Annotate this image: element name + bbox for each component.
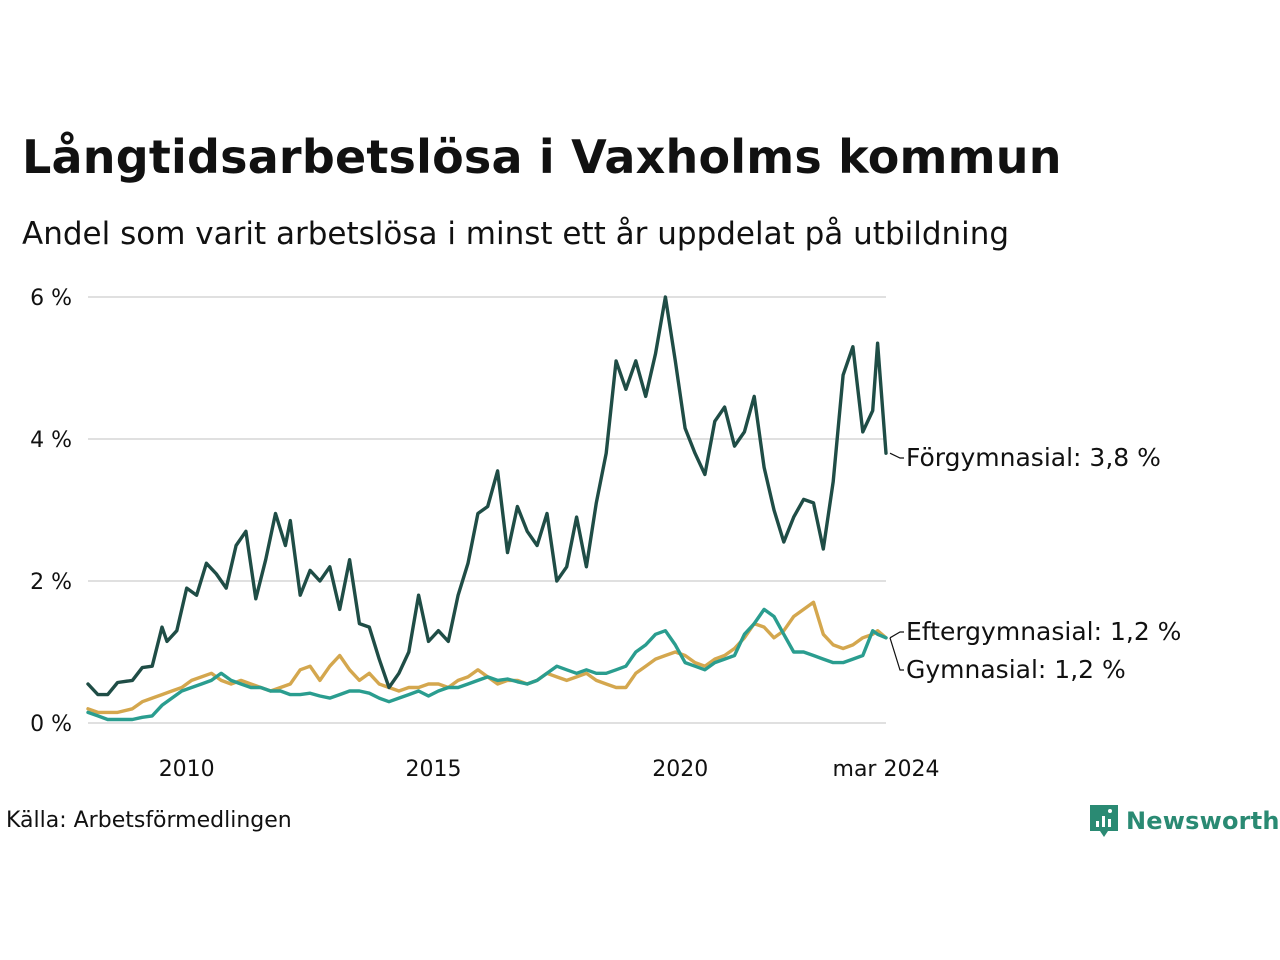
series-label-förgymnasial: Förgymnasial: 3,8 % — [906, 443, 1161, 472]
chart-title: Långtidsarbetslösa i Vaxholms kommun — [22, 130, 1062, 184]
label-leader-line — [889, 452, 904, 459]
series-line-gymnasial — [86, 607, 888, 722]
gridlines — [88, 296, 886, 724]
newsworthy-logo-icon — [1090, 805, 1118, 837]
x-axis-ticks: 2010 2015 2020 mar 2024 — [159, 757, 940, 782]
label-leader-line — [889, 631, 904, 639]
label-leader-line — [889, 637, 904, 671]
series-line-förgymnasial — [86, 295, 888, 697]
series-label-gymnasial: Gymnasial: 1,2 % — [906, 655, 1126, 684]
series-lines — [86, 295, 888, 722]
series-labels: Förgymnasial: 3,8 % Eftergymnasial: 1,2 %… — [889, 443, 1181, 684]
x-tick-label: mar 2024 — [833, 757, 940, 782]
x-tick-label: 2015 — [405, 757, 461, 782]
x-tick-label: 2010 — [159, 757, 215, 782]
x-tick-label: 2020 — [652, 757, 708, 782]
source-note: Källa: Arbetsförmedlingen — [6, 808, 292, 833]
y-tick-label: 0 % — [30, 712, 72, 737]
chart-subtitle: Andel som varit arbetslösa i minst ett å… — [22, 216, 1010, 252]
series-label-eftergymnasial: Eftergymnasial: 1,2 % — [906, 617, 1181, 646]
y-tick-label: 6 % — [30, 286, 72, 311]
brand-name: Newsworthy — [1126, 807, 1280, 835]
series-line-eftergymnasial — [86, 600, 888, 715]
y-tick-label: 2 % — [30, 570, 72, 595]
y-axis-ticks: 0 % 2 % 4 % 6 % — [30, 286, 72, 737]
y-tick-label: 4 % — [30, 428, 72, 453]
newsworthy-logo: Newsworthy — [1088, 803, 1280, 839]
